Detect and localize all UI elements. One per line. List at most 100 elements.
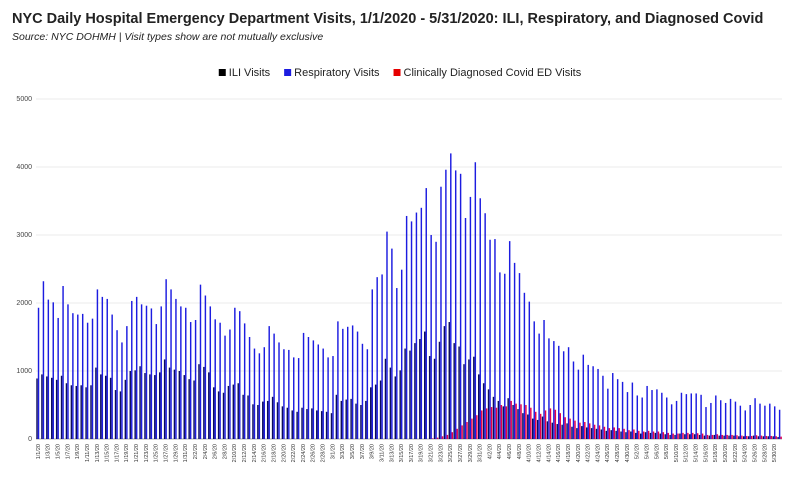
bar (507, 398, 509, 439)
x-tick-label: 3/13/20 (389, 444, 395, 462)
bar (716, 434, 719, 439)
x-tick-label: 4/18/20 (566, 444, 572, 462)
y-tick-label: 5000 (16, 96, 32, 103)
bar (286, 407, 289, 439)
bar (543, 320, 545, 439)
bar (705, 407, 707, 439)
bar (726, 434, 728, 439)
bar (384, 358, 387, 439)
bar (178, 371, 181, 439)
bar (569, 418, 571, 439)
bar (266, 400, 269, 439)
bar (625, 432, 627, 439)
bar (759, 403, 761, 439)
bar (145, 305, 148, 439)
x-tick-label: 4/10/20 (527, 444, 533, 462)
bar (556, 424, 558, 439)
bar (708, 435, 711, 439)
bar (685, 394, 688, 439)
x-tick-label: 1/31/20 (183, 444, 189, 462)
bar (458, 346, 460, 439)
bar (431, 438, 434, 439)
bar (170, 289, 172, 439)
bar (91, 318, 94, 439)
bar (525, 405, 527, 439)
bar (154, 375, 156, 439)
bar (37, 307, 40, 439)
x-tick-label: 4/16/20 (556, 444, 562, 462)
bar (36, 378, 38, 439)
x-tick-label: 2/16/20 (262, 444, 268, 462)
bar (72, 313, 74, 439)
bar (55, 379, 58, 439)
bar (262, 401, 264, 439)
bar (320, 411, 323, 439)
bar (185, 307, 187, 439)
x-tick-label: 3/15/20 (399, 444, 405, 462)
bar (764, 405, 766, 439)
bar (81, 313, 84, 439)
bar (743, 436, 745, 439)
x-tick-label: 3/29/20 (468, 444, 474, 462)
bar (450, 153, 452, 439)
bar (706, 434, 709, 439)
bar (278, 342, 280, 439)
x-tick-label: 3/23/20 (438, 444, 444, 462)
bar (769, 403, 771, 439)
bar (659, 433, 662, 439)
bar (366, 349, 369, 439)
bar (729, 398, 732, 439)
bar (728, 435, 730, 439)
bar (433, 358, 436, 439)
bar (579, 422, 581, 439)
bar (476, 415, 478, 439)
x-tick-label: 1/3/20 (46, 444, 52, 459)
bar (360, 405, 362, 439)
bar (188, 379, 190, 439)
bar (212, 387, 215, 439)
x-tick-label: 1/29/20 (173, 444, 179, 462)
x-tick-label: 5/6/20 (654, 444, 660, 459)
bar (217, 391, 220, 439)
x-tick-label: 3/7/20 (360, 444, 366, 459)
bar (131, 300, 133, 439)
bar (613, 427, 615, 439)
bar (553, 341, 555, 439)
bar (618, 428, 620, 439)
bar (276, 402, 279, 439)
bar (466, 422, 468, 439)
bar (710, 402, 712, 439)
x-tick-label: 3/9/20 (370, 444, 376, 459)
y-tick-label: 4000 (16, 164, 32, 171)
bar (414, 343, 416, 439)
x-tick-label: 1/19/20 (124, 444, 130, 462)
bar (502, 406, 504, 439)
x-tick-label: 5/22/20 (733, 444, 739, 462)
bar (438, 341, 441, 439)
bar (404, 348, 406, 439)
bar (461, 425, 463, 439)
bar (291, 410, 293, 439)
bar (773, 406, 776, 439)
bar (641, 397, 643, 439)
bar (538, 333, 540, 439)
x-tick-label: 4/8/20 (517, 444, 523, 459)
bar (75, 385, 77, 439)
bar (597, 368, 599, 439)
x-tick-label: 2/10/20 (232, 444, 238, 462)
bar (47, 299, 50, 439)
bar (731, 434, 733, 439)
bar (523, 292, 526, 439)
bar (680, 392, 683, 439)
bar (311, 408, 313, 439)
bar (780, 436, 782, 439)
x-tick-label: 5/16/20 (703, 444, 709, 462)
bar (301, 407, 303, 439)
bar (533, 321, 535, 439)
chart-title: NYC Daily Hospital Emergency Department … (12, 11, 763, 27)
bar (199, 284, 202, 439)
x-tick-label: 2/12/20 (242, 444, 248, 462)
bar (214, 319, 216, 439)
bar (571, 426, 573, 439)
